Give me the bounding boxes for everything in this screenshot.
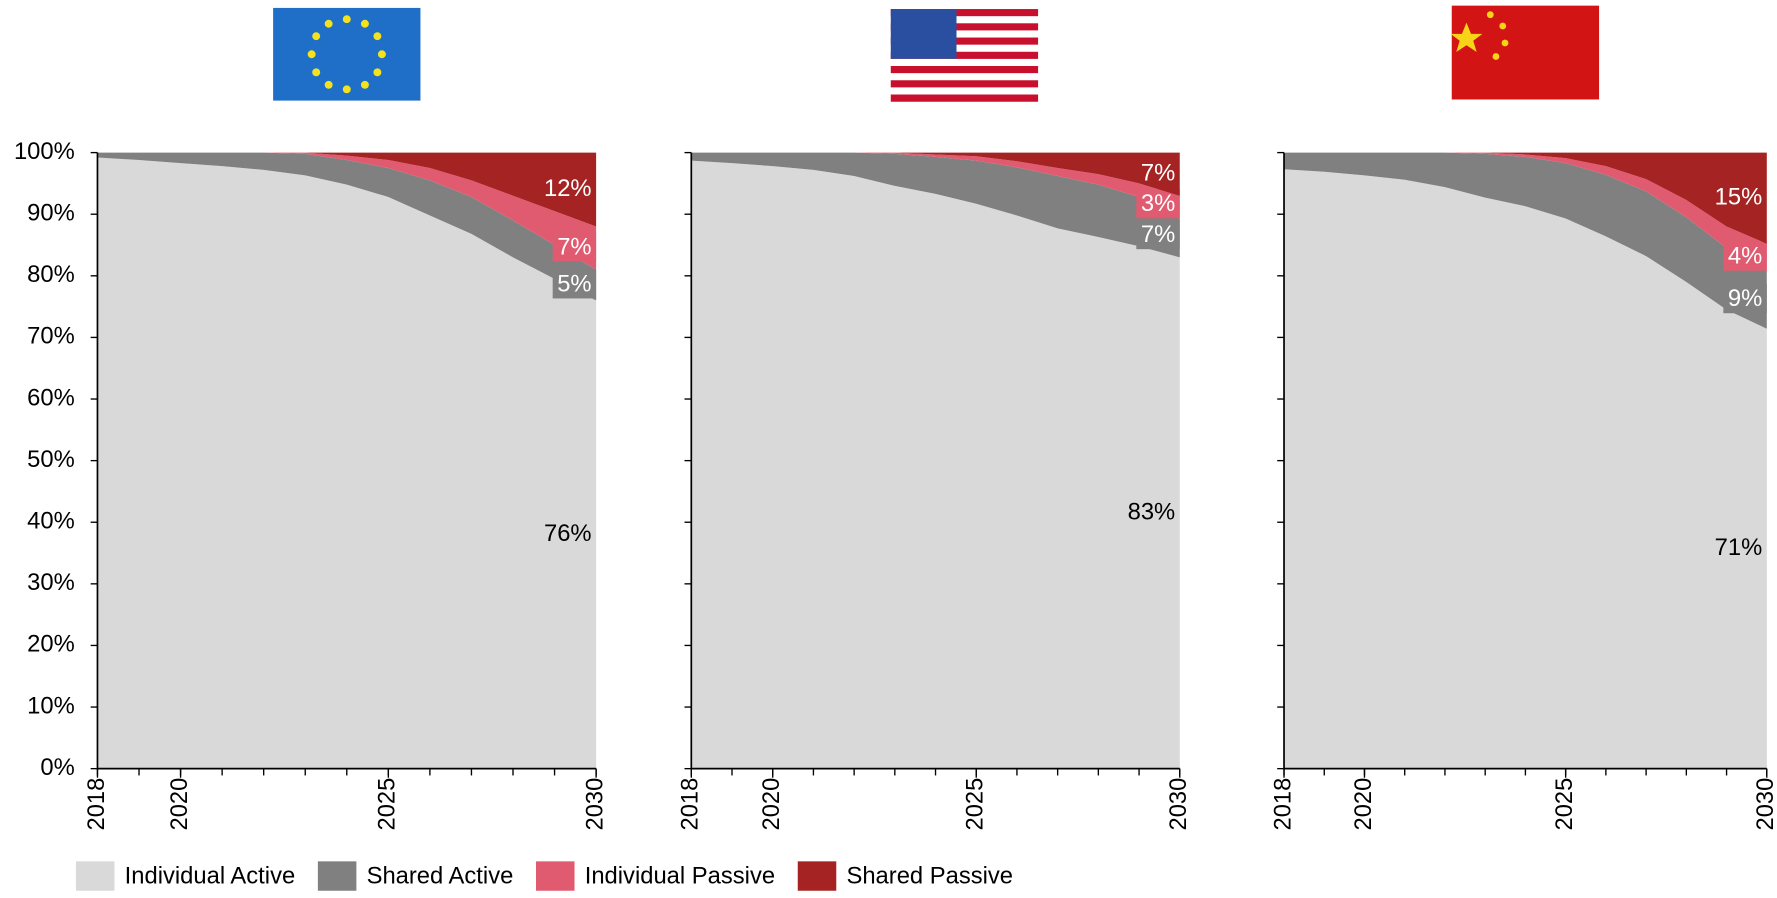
y-tick-label: 10%: [27, 692, 75, 719]
x-tick-label: 2018: [677, 778, 704, 831]
area-3: [691, 152, 1180, 196]
data-label: 3%: [1141, 190, 1175, 217]
data-label: 83%: [1128, 498, 1176, 525]
area-3: [97, 152, 597, 227]
flag-us: [890, 9, 1039, 102]
y-tick-label: 70%: [27, 323, 75, 350]
area-2: [97, 152, 597, 270]
legend-swatch: [75, 861, 115, 891]
area-2: [1284, 152, 1767, 271]
data-label: 5%: [557, 270, 591, 297]
y-tick-label: 100%: [14, 138, 75, 165]
legend-label: Individual Active: [125, 862, 296, 889]
y-tick-label: 50%: [27, 446, 75, 473]
data-label: 7%: [1141, 159, 1175, 186]
area-1: [97, 152, 597, 301]
area-0: [691, 160, 1180, 769]
data-label-box: [1136, 219, 1180, 250]
data-label: 12%: [544, 175, 592, 202]
x-tick-label: 2030: [1165, 778, 1192, 831]
y-tick-label: 0%: [40, 754, 74, 781]
data-label: 9%: [1728, 285, 1762, 312]
y-tick-label: 20%: [27, 631, 75, 658]
y-tick-label: 60%: [27, 384, 75, 411]
legend-label: Shared Passive: [846, 862, 1013, 889]
x-tick-label: 2020: [166, 778, 193, 831]
x-tick-label: 2025: [1551, 778, 1578, 831]
x-tick-label: 2020: [758, 778, 785, 831]
data-label-box: [552, 232, 597, 262]
area-1: [1284, 152, 1767, 329]
x-tick-label: 2020: [1350, 778, 1377, 831]
y-tick-label: 40%: [27, 508, 75, 535]
data-label: 4%: [1728, 243, 1762, 270]
x-tick-label: 2030: [581, 778, 608, 831]
data-label-box: [1723, 284, 1767, 314]
x-tick-label: 2018: [83, 778, 110, 831]
x-tick-label: 2030: [1752, 778, 1777, 831]
y-tick-label: 80%: [27, 261, 75, 288]
data-label-box: [552, 269, 597, 299]
x-tick-label: 2025: [961, 778, 988, 831]
legend-label: Shared Active: [367, 862, 514, 889]
data-label-box: [1136, 189, 1180, 219]
x-tick-label: 2025: [374, 778, 401, 831]
data-label: 76%: [544, 520, 592, 547]
y-tick-label: 30%: [27, 569, 75, 596]
area-1: [691, 152, 1180, 258]
data-label: 7%: [557, 233, 591, 260]
data-label: 71%: [1715, 534, 1763, 561]
flag-eu: [273, 7, 421, 101]
data-label: 15%: [1715, 183, 1763, 210]
area-3: [1284, 152, 1767, 244]
legend-label: Individual Passive: [585, 862, 775, 889]
area-0: [1284, 169, 1767, 769]
flag-china: [1450, 5, 1600, 100]
legend-swatch: [317, 861, 357, 891]
area-0: [97, 157, 597, 769]
y-tick-label: 90%: [27, 200, 75, 227]
data-label-box: [1723, 241, 1767, 271]
legend-swatch: [797, 861, 837, 891]
x-tick-label: 2018: [1269, 778, 1296, 831]
data-label: 7%: [1141, 221, 1175, 248]
legend-swatch: [535, 861, 575, 891]
